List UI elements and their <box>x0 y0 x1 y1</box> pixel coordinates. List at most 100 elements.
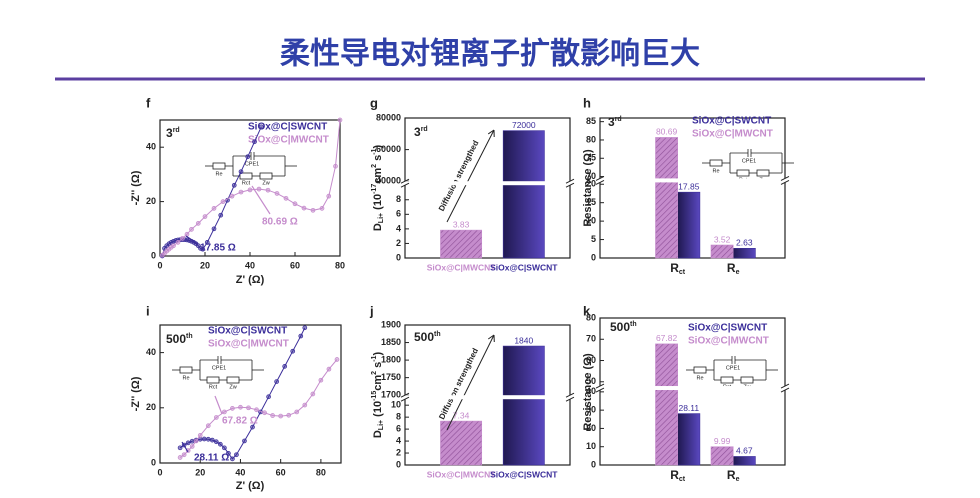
panel-letter: g <box>370 95 378 110</box>
data-point <box>310 207 316 213</box>
circuit-element <box>259 172 273 180</box>
data-point <box>231 182 237 188</box>
axis-break-mark <box>565 178 575 184</box>
y-tick-label: 20 <box>146 196 156 206</box>
data-point <box>177 455 183 460</box>
circuit-element <box>736 169 750 177</box>
y-tick-label: 10 <box>586 215 596 225</box>
circuit-element <box>179 366 193 374</box>
bar-value-label: 67.82 <box>656 333 678 343</box>
text-part: ct <box>679 269 686 276</box>
y-tick-label: 20 <box>586 423 596 433</box>
data-point <box>246 405 251 411</box>
x-tick-label: 20 <box>200 260 210 270</box>
text-part: 500 <box>414 330 434 344</box>
text-part: ) <box>372 352 384 356</box>
y-tick-label: 10 <box>586 441 596 451</box>
y-tick-label: 0 <box>396 459 401 469</box>
axis-break-mark <box>780 179 790 185</box>
note-arrow <box>185 235 199 245</box>
axis-break-gap <box>403 395 572 400</box>
circuit-label: Re <box>215 171 222 177</box>
data-point <box>290 348 296 354</box>
axis-break-gap <box>403 181 572 186</box>
data-point <box>200 246 206 252</box>
data-point <box>189 444 195 449</box>
circuit-label: CPE1 <box>726 365 740 371</box>
bar-value-label: 9.99 <box>714 436 731 446</box>
data-point <box>180 235 185 241</box>
data-point <box>230 456 235 462</box>
text-part: 3 <box>414 125 421 139</box>
y-tick-label: 0 <box>151 457 156 467</box>
text-part: R <box>727 468 736 482</box>
trend-arrow-head <box>487 334 495 340</box>
note-label: 28.11 Ω <box>194 453 229 464</box>
trend-arrow <box>446 334 495 431</box>
circuit-label: CPE1 <box>742 158 756 164</box>
legend-label: SiOx@C|SWCNT <box>208 326 287 337</box>
axis-break-mark <box>595 175 605 181</box>
y-tick-label: 4 <box>396 223 401 233</box>
data-point <box>337 117 343 123</box>
data-point <box>234 452 239 458</box>
circuit-element <box>239 172 253 180</box>
panel-annotation: 3rd <box>166 126 180 140</box>
data-point <box>205 423 211 429</box>
data-point <box>193 438 199 444</box>
y-tick-label: 0 <box>591 459 596 469</box>
bar-value-label: 2.63 <box>736 238 753 248</box>
y-tick-label: 40 <box>146 142 156 152</box>
y-tick-label: 60000 <box>376 144 401 154</box>
data-point <box>265 187 271 193</box>
data-point <box>184 231 190 237</box>
bar-value-label: 80.69 <box>656 127 678 137</box>
bar-value-label: 7.34 <box>453 410 470 420</box>
text-part: cm <box>372 168 384 184</box>
bar <box>677 413 701 466</box>
data-point <box>230 406 235 411</box>
circuit-element <box>720 376 734 384</box>
x-tick-label: 80 <box>316 467 326 477</box>
text-part: th <box>630 321 637 328</box>
text-part: -1 <box>371 148 378 154</box>
data-point <box>189 226 194 232</box>
data-point <box>302 402 308 408</box>
legend-label: SiOx@C|SWCNT <box>692 116 771 127</box>
trend-arrow-head <box>487 129 495 135</box>
axis-break-mark <box>565 182 575 188</box>
note-label: 80.69 Ω <box>262 217 298 228</box>
text-part: ) <box>372 145 384 149</box>
slide-title: 柔性导电对锂离子扩散影响巨大 <box>280 37 700 72</box>
text-part: rd <box>173 127 180 134</box>
legend-label: SiOx@C|MWCNT <box>688 336 769 347</box>
data-point <box>256 186 262 192</box>
circuit-label: Zw <box>229 384 236 390</box>
data-point <box>258 124 264 130</box>
data-point <box>197 433 203 438</box>
data-point <box>171 243 176 249</box>
data-point <box>181 452 187 458</box>
x-tick-label: 20 <box>195 467 205 477</box>
text-part: 500 <box>610 320 630 334</box>
x-tick-label: 60 <box>290 260 300 270</box>
axis-break-mark <box>780 387 790 393</box>
circuit-element <box>212 162 226 170</box>
x-tick-label: 60 <box>276 467 286 477</box>
bar <box>655 137 679 259</box>
data-point <box>270 413 275 418</box>
data-point <box>229 193 235 199</box>
data-point <box>278 413 284 419</box>
text-part: cm <box>372 375 384 391</box>
bar-value-label: 3.83 <box>453 219 470 229</box>
data-point <box>201 436 207 442</box>
y-tick-label: 1800 <box>381 354 401 364</box>
axis-break-mark <box>400 392 410 398</box>
bar-value-label: 4.67 <box>736 446 753 456</box>
data-point <box>217 441 223 447</box>
y-tick-label: 10 <box>391 400 401 410</box>
y-tick-label: 40 <box>146 347 156 357</box>
panel-annotation: 3rd <box>608 115 622 129</box>
